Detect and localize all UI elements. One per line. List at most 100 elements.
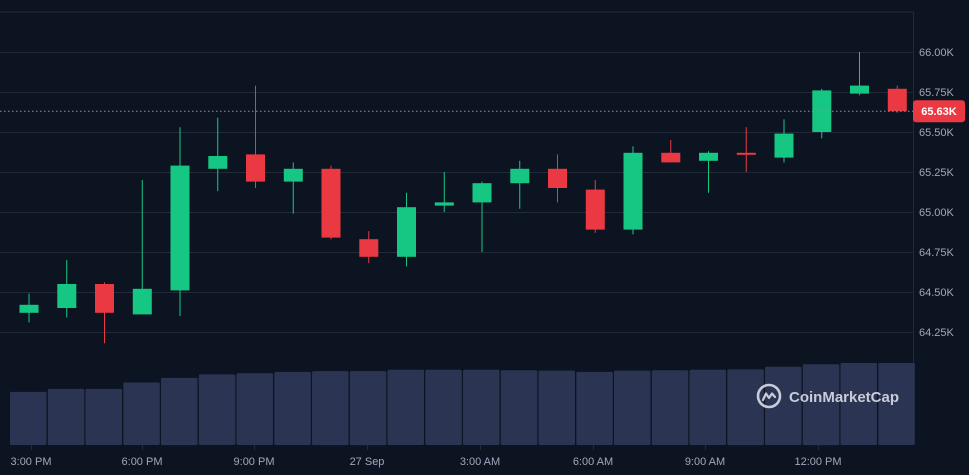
volume-bar (727, 369, 764, 446)
x-tick-label: 3:00 AM (460, 456, 500, 468)
candle-up (699, 151, 718, 193)
volume-bar (349, 371, 387, 446)
x-tick-label: 27 Sep (350, 456, 385, 468)
candle-down (359, 231, 379, 264)
candle-up (57, 260, 77, 318)
price-line-layer: 65.63K (0, 100, 965, 123)
candle-down (887, 85, 907, 113)
y-axis: 64.25K 64.50K 64.75K 65.00K 65.25K 65.50K 65.7… (919, 47, 955, 339)
volume-bar (387, 369, 424, 445)
candle-body (283, 168, 303, 182)
candle-body (585, 189, 605, 230)
candle-down (246, 85, 265, 188)
x-tick-label: 9:00 PM (234, 456, 275, 468)
candle-body (170, 165, 190, 291)
y-tick-label: 66.00K (919, 47, 955, 59)
x-axis: 3:00 PM 6:00 PM 9:00 PM 27 Sep 3:00 AM 6:00 A… (11, 456, 842, 468)
candle-body (19, 304, 39, 313)
candle-body (246, 154, 265, 182)
candle-body (699, 152, 718, 161)
watermark: CoinMarketCap (756, 383, 899, 409)
candle-body (434, 202, 454, 206)
candle-up (472, 181, 492, 252)
candle-body (132, 288, 152, 315)
volume-bar (85, 388, 122, 445)
candle-down (95, 282, 114, 344)
candle-layer (19, 52, 907, 344)
y-tick-label: 64.25K (919, 327, 955, 339)
y-tick-label: 65.00K (919, 207, 955, 219)
watermark-text: CoinMarketCap (789, 389, 899, 406)
current-price-badge (913, 100, 965, 123)
candle-up (774, 119, 794, 163)
candle-up (19, 293, 39, 323)
candle-up (850, 52, 869, 96)
volume-bar (614, 370, 651, 445)
candle-body (736, 152, 756, 155)
candle-body (397, 207, 416, 257)
candle-up (283, 162, 303, 214)
candle-up (397, 192, 416, 267)
volume-bar (10, 391, 47, 445)
candle-up (510, 160, 530, 209)
y-tick-label: 64.75K (919, 247, 955, 259)
candle-up (812, 88, 832, 139)
candle-body (548, 168, 567, 188)
candle-down (585, 180, 605, 233)
candle-body (95, 284, 114, 313)
candle-up (208, 117, 228, 192)
x-tick-label: 6:00 AM (573, 456, 613, 468)
candle-body (57, 284, 77, 308)
candle-down (321, 165, 341, 240)
y-tick-label: 65.75K (919, 87, 955, 99)
volume-bar (161, 377, 198, 446)
candle-up (623, 146, 643, 235)
candle-body (812, 90, 832, 132)
volume-bar (878, 363, 915, 445)
x-tick-label: 12:00 PM (794, 456, 841, 468)
candle-body (472, 183, 492, 203)
volume-bar (538, 370, 575, 445)
candle-body (661, 152, 681, 163)
current-price-label: 65.63K (921, 106, 957, 118)
candle-up (170, 127, 190, 316)
volume-bar (312, 371, 349, 446)
volume-layer (10, 363, 915, 446)
x-tick-label: 9:00 AM (685, 456, 725, 468)
volume-bar (123, 382, 160, 445)
volume-bar (689, 369, 726, 445)
coinmarketcap-logo-icon (756, 383, 782, 409)
volume-bar (500, 370, 538, 445)
candle-body (208, 156, 228, 169)
volume-bar (236, 373, 273, 445)
candle-body (321, 168, 341, 238)
volume-bar (47, 388, 85, 445)
volume-bar (576, 371, 613, 445)
volume-bar (425, 369, 462, 445)
y-tick-label: 65.25K (919, 167, 955, 179)
grid-layer (0, 11, 914, 450)
candle-body (623, 152, 643, 230)
candle-body (359, 239, 379, 257)
candle-body (774, 133, 794, 158)
candle-up (434, 172, 454, 212)
x-tick-label: 6:00 PM (122, 456, 163, 468)
volume-bar (840, 363, 877, 445)
volume-bar (274, 371, 311, 445)
volume-bar (463, 369, 500, 445)
candle-down (736, 127, 756, 172)
volume-bar (651, 370, 689, 445)
candle-up (132, 180, 152, 315)
candle-down (548, 154, 567, 203)
y-tick-label: 65.50K (919, 127, 955, 139)
candle-body (887, 88, 907, 112)
candle-body (850, 85, 869, 94)
candle-body (510, 168, 530, 184)
candle-down (661, 140, 681, 163)
y-tick-label: 64.50K (919, 287, 955, 299)
volume-bar (198, 374, 236, 445)
volume-bar (802, 364, 840, 446)
x-tick-label: 3:00 PM (11, 456, 52, 468)
